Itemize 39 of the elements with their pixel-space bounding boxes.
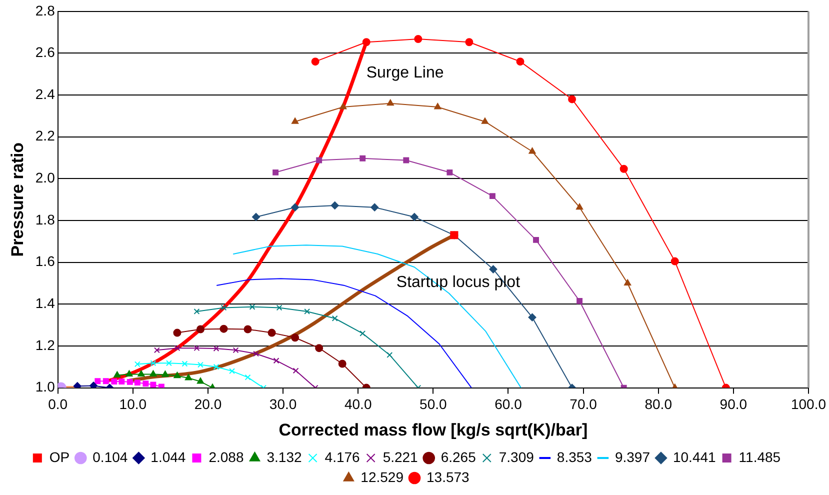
x-axis-title: Corrected mass flow [kg/s sqrt(K)/bar] <box>278 420 588 440</box>
y-tick-label: 2.4 <box>35 86 56 102</box>
x-tick-label: 70.0 <box>570 396 598 412</box>
y-tick-label: 2.0 <box>35 170 56 186</box>
y-tick-label: 1.6 <box>35 253 56 270</box>
legend-label: 5.221 <box>382 448 418 465</box>
y-tick-label: 1.2 <box>35 336 56 353</box>
y-tick-label: 2.6 <box>35 44 56 60</box>
x-tick-label: 50.0 <box>420 396 448 412</box>
y-tick-label: 2.8 <box>35 2 56 18</box>
x-tick-label: 20.0 <box>194 396 222 412</box>
x-tick-label: 10.0 <box>119 396 147 412</box>
legend-label: 6.265 <box>440 448 476 465</box>
legend-label: 10.441 <box>672 448 716 465</box>
x-tick-label: 0.0 <box>48 396 68 412</box>
legend-label: 7.309 <box>498 448 534 465</box>
x-tick-label: 90.0 <box>720 396 748 412</box>
x-tick-label: 60.0 <box>494 396 522 412</box>
y-tick-label: 1.4 <box>35 295 56 312</box>
legend-label: 9.397 <box>614 448 650 465</box>
legend-label: 4.176 <box>324 448 360 465</box>
legend-label: 2.088 <box>208 448 244 465</box>
legend-label: 0.104 <box>92 448 128 465</box>
legend-label: 8.353 <box>556 448 592 465</box>
y-tick-label: 2.2 <box>35 128 56 144</box>
y-tick-label: 1.0 <box>35 378 56 395</box>
y-axis-title: Pressure ratio <box>8 142 27 257</box>
x-tick-label: 30.0 <box>269 396 297 412</box>
legend-label: 3.132 <box>266 448 302 465</box>
legend-label: 11.485 <box>738 448 781 465</box>
y-tick-label: 1.8 <box>35 211 56 228</box>
annotation: Surge Line <box>366 64 444 82</box>
legend-label: 13.573 <box>426 468 470 485</box>
legend-label: 1.044 <box>150 448 186 465</box>
x-tick-label: 80.0 <box>644 396 672 412</box>
legend-label: OP <box>49 448 70 465</box>
x-tick-label: 40.0 <box>344 396 372 412</box>
legend-label: 12.529 <box>360 468 404 485</box>
x-tick-label: 100.0 <box>790 396 826 412</box>
